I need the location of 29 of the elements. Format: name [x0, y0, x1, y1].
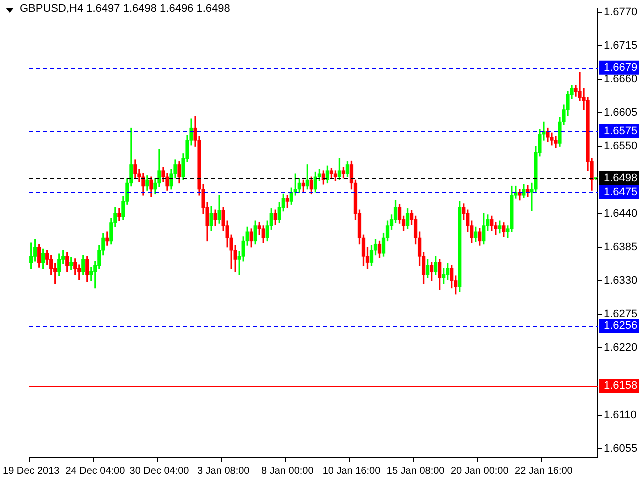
x-tick-label: 15 Jan 08:00 [386, 466, 446, 477]
y-tick-label: 1.6550 [604, 140, 638, 153]
x-tick-label: 30 Dec 04:00 [130, 466, 190, 477]
y-tick-label: 1.6385 [604, 241, 638, 254]
ref-line-label: 1.6475 [604, 186, 638, 198]
ref-line-label: 1.6256 [604, 320, 638, 332]
y-tick-label: 1.6055 [604, 442, 638, 455]
chart-title: GBPUSD,H4 1.6497 1.6498 1.6496 1.6498 [20, 3, 230, 15]
x-tick-label: 10 Jan 16:00 [322, 466, 382, 477]
ref-line-label: 1.6679 [604, 62, 638, 74]
x-tick-label: 19 Dec 2013 [3, 466, 60, 477]
ref-line-label: 1.6575 [604, 125, 638, 138]
ref-line-label: 1.6498 [604, 172, 638, 184]
y-tick-label: 1.6770 [604, 6, 638, 18]
x-tick-label: 22 Jan 16:00 [515, 466, 574, 477]
x-tick-label: 8 Jan 00:00 [262, 466, 314, 477]
ref-line-label: 1.6158 [604, 380, 638, 392]
y-tick-label: 1.6220 [604, 342, 638, 354]
candlestick [106, 232, 110, 246]
y-tick-label: 1.6660 [604, 73, 638, 86]
y-tick-label: 1.6715 [604, 40, 638, 52]
x-tick-label: 20 Jan 00:00 [450, 466, 510, 477]
x-tick-label: 3 Jan 08:00 [197, 466, 250, 477]
y-tick-label: 1.6275 [604, 308, 638, 321]
x-tick-label: 24 Dec 04:00 [66, 466, 126, 477]
y-tick-label: 1.6330 [604, 274, 638, 287]
y-tick-label: 1.6605 [604, 107, 638, 120]
y-tick-label: 1.6110 [604, 409, 637, 422]
y-tick-label: 1.6440 [604, 208, 638, 220]
